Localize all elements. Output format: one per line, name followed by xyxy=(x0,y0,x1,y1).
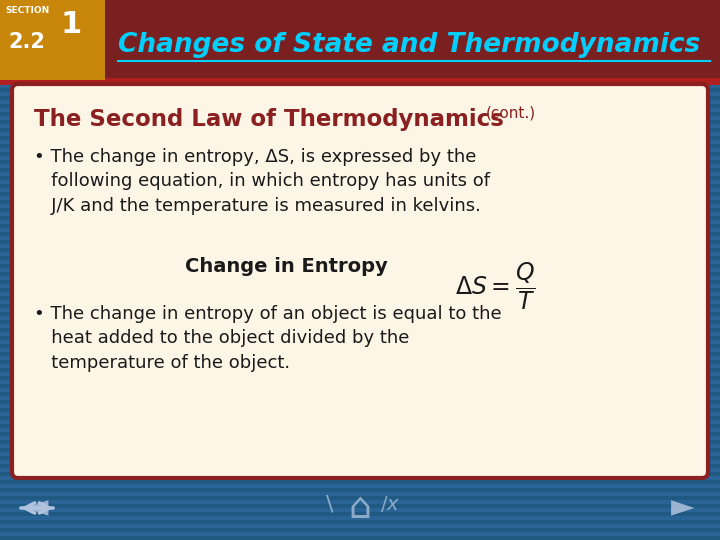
Bar xyxy=(0,72,720,76)
Bar xyxy=(0,80,720,84)
Bar xyxy=(0,304,720,308)
Text: ►: ► xyxy=(671,494,695,523)
Bar xyxy=(0,24,720,28)
Text: 1: 1 xyxy=(60,10,81,39)
Bar xyxy=(0,192,720,196)
Bar xyxy=(0,160,720,164)
Text: SECTION: SECTION xyxy=(5,6,49,15)
Text: ⌂: ⌂ xyxy=(348,491,372,525)
Bar xyxy=(0,296,720,300)
Text: • The change in entropy, ΔS, is expressed by the
   following equation, in which: • The change in entropy, ΔS, is expresse… xyxy=(34,148,490,214)
Bar xyxy=(0,152,720,156)
Bar xyxy=(0,40,720,44)
Text: Change in Entropy: Change in Entropy xyxy=(185,257,388,276)
Bar xyxy=(0,216,720,220)
Bar xyxy=(0,312,720,316)
Bar xyxy=(0,392,720,396)
Bar xyxy=(0,16,720,20)
Bar xyxy=(0,536,720,540)
Bar xyxy=(0,78,720,85)
Bar xyxy=(0,512,720,516)
Text: $\backslash$: $\backslash$ xyxy=(325,494,335,515)
Bar xyxy=(0,448,720,452)
Bar xyxy=(0,128,720,132)
Bar xyxy=(0,224,720,228)
Bar xyxy=(0,56,720,60)
Text: Changes of State and Thermodynamics: Changes of State and Thermodynamics xyxy=(118,32,701,58)
Bar xyxy=(0,144,720,148)
Bar xyxy=(0,32,720,36)
Bar xyxy=(0,376,720,380)
Bar xyxy=(0,424,720,428)
Bar xyxy=(0,248,720,252)
Bar xyxy=(0,272,720,276)
Bar xyxy=(0,456,720,460)
Bar xyxy=(0,320,720,324)
Text: The Second Law of Thermodynamics: The Second Law of Thermodynamics xyxy=(34,108,504,131)
Bar xyxy=(0,136,720,140)
Text: 2.2: 2.2 xyxy=(8,32,45,52)
Bar xyxy=(0,256,720,260)
Bar xyxy=(0,520,720,524)
Bar xyxy=(0,208,720,212)
Bar xyxy=(0,0,720,4)
Bar xyxy=(0,200,720,204)
Bar xyxy=(0,384,720,388)
Bar xyxy=(0,8,720,12)
Bar xyxy=(0,168,720,172)
Bar xyxy=(0,408,720,412)
Bar xyxy=(0,0,105,80)
Bar xyxy=(0,0,720,80)
Text: $\Delta S = \dfrac{Q}{T}$: $\Delta S = \dfrac{Q}{T}$ xyxy=(455,262,536,312)
Bar xyxy=(0,472,720,476)
Bar xyxy=(0,104,720,108)
Bar xyxy=(0,328,720,332)
Bar xyxy=(0,336,720,340)
Text: $/x$: $/x$ xyxy=(380,494,400,514)
Bar xyxy=(0,48,720,52)
Bar xyxy=(0,496,720,500)
Bar xyxy=(0,464,720,468)
Text: (cont.): (cont.) xyxy=(486,106,536,121)
Bar xyxy=(0,240,720,244)
Bar xyxy=(0,232,720,236)
Bar xyxy=(0,184,720,188)
Bar xyxy=(0,64,720,68)
Bar xyxy=(0,176,720,180)
Bar xyxy=(0,440,720,444)
Bar xyxy=(0,416,720,420)
Bar xyxy=(0,120,720,124)
Bar xyxy=(0,352,720,356)
Bar xyxy=(0,88,720,92)
FancyBboxPatch shape xyxy=(12,84,708,478)
Text: • The change in entropy of an object is equal to the
   heat added to the object: • The change in entropy of an object is … xyxy=(34,305,502,372)
Bar xyxy=(0,528,720,532)
Bar xyxy=(0,344,720,348)
Bar xyxy=(0,360,720,364)
Bar xyxy=(0,400,720,404)
Bar xyxy=(0,264,720,268)
Bar xyxy=(0,432,720,436)
Bar xyxy=(0,504,720,508)
Bar xyxy=(0,488,720,492)
Bar xyxy=(0,112,720,116)
Text: ◄: ◄ xyxy=(25,494,49,523)
Bar xyxy=(0,368,720,372)
Bar xyxy=(0,280,720,284)
Bar xyxy=(0,288,720,292)
Bar xyxy=(0,480,720,484)
Bar xyxy=(0,96,720,100)
